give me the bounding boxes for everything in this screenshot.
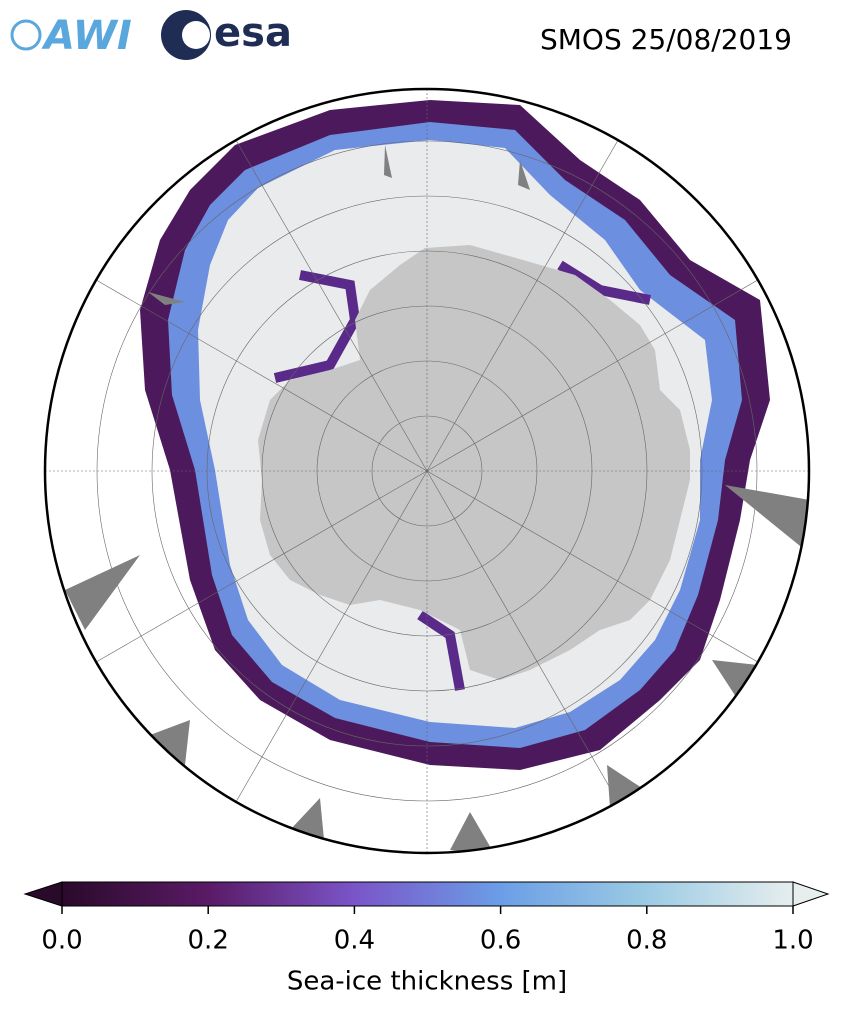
meridian: [426, 124, 628, 472]
colorbar-tick-label: 0.8: [626, 926, 667, 956]
meridian: [80, 470, 428, 672]
latitude-circle: [371, 415, 483, 527]
awi-logo: AWI: [10, 13, 132, 59]
esa-text: esa: [214, 10, 292, 56]
latitude-circle: [151, 195, 703, 747]
colorbar-under: [23, 881, 63, 907]
meridian: [226, 124, 428, 472]
colorbar-tick-label: 0.2: [188, 926, 229, 956]
antarctica: [258, 245, 690, 680]
map-frame: [43, 87, 811, 855]
meridian: [426, 270, 774, 472]
colorbar-tick-label: 1.0: [772, 926, 813, 956]
meridian: [80, 270, 428, 472]
colorbar-label: Sea-ice thickness [m]: [287, 967, 567, 997]
colorbar: 0.0 0.2 0.4 0.6 0.8 1.0: [23, 881, 830, 956]
colorbar-tick-label: 0.4: [334, 926, 375, 956]
meridian: [426, 470, 628, 818]
colorbar-body: [61, 881, 794, 907]
meridian: [226, 470, 428, 818]
colorbar-over: [792, 881, 830, 907]
colorbar-tick-label: 0.0: [41, 926, 82, 956]
colorbar-tick-label: 0.6: [480, 926, 521, 956]
meridian: [426, 470, 774, 672]
graticule: [45, 89, 809, 853]
awi-text: AWI: [41, 13, 132, 59]
esa-logo: esa: [161, 10, 292, 60]
title: SMOS 25/08/2019: [540, 23, 792, 56]
map: [45, 89, 809, 853]
